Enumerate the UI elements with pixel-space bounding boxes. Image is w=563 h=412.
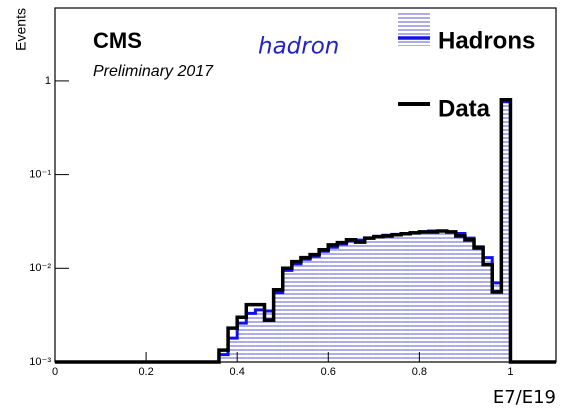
histogram-bar: [401, 233, 411, 362]
histogram-bar: [228, 338, 238, 362]
histogram-bar: [328, 247, 338, 362]
histogram-bar: [455, 233, 465, 362]
histogram-bar: [364, 238, 374, 362]
histogram-bar: [501, 101, 511, 362]
histogram-outline: [55, 97, 556, 364]
legend: Hadrons Data: [398, 12, 535, 122]
histogram-bar: [474, 246, 484, 362]
histogram-bar: [392, 234, 402, 362]
y-tick-label: 10⁻²: [29, 262, 51, 274]
histogram-bar: [310, 256, 320, 362]
histogram-bar: [446, 231, 456, 362]
histogram-bar: [437, 231, 447, 362]
legend-swatch: [398, 12, 430, 46]
histogram-bar: [419, 231, 429, 362]
histogram-bar: [382, 235, 393, 362]
y-tick-label: 10⁻³: [29, 356, 51, 368]
plot-area: [55, 97, 556, 364]
x-tick-label: 0.4: [230, 366, 245, 378]
frame: [54, 7, 557, 363]
histogram-bar: [319, 251, 329, 362]
histogram-bar: [273, 292, 283, 362]
histogram-bar: [237, 323, 247, 362]
histogram-bar: [464, 238, 475, 362]
histogram-bar: [255, 309, 265, 362]
y-tick-label: 1: [45, 75, 51, 87]
x-tick-label: 1: [507, 366, 513, 378]
histogram-bar: [218, 354, 229, 362]
experiment-label: CMS: [93, 28, 142, 53]
y-axis-label: Events: [13, 8, 29, 51]
histogram-bar: [282, 270, 292, 362]
histogram-bar: [300, 259, 311, 362]
x-tick-label: 0.2: [138, 366, 153, 378]
histogram-bar: [346, 241, 356, 362]
histogram-bar: [291, 263, 301, 362]
histogram-bar: [428, 231, 438, 362]
legend-label: Hadrons: [438, 27, 535, 54]
histogram-bar: [246, 313, 256, 362]
subtitle: Preliminary 2017: [93, 63, 214, 80]
x-tick-label: 0.6: [321, 366, 336, 378]
x-tick-label: 0: [52, 366, 58, 378]
histogram-bar: [337, 243, 347, 362]
x-tick-label: 0.8: [412, 366, 427, 378]
histogram-bar: [373, 236, 383, 362]
x-axis-label: E7/E19: [493, 387, 556, 408]
histogram-bar: [483, 257, 493, 362]
annotation: hadron: [258, 34, 339, 60]
histogram-bar: [264, 311, 274, 362]
histogram-bar: [492, 282, 502, 362]
y-tick-label: 10⁻¹: [29, 169, 51, 181]
histogram-bar: [410, 232, 420, 362]
histogram-bar: [355, 240, 365, 362]
legend-label: Data: [438, 95, 491, 122]
